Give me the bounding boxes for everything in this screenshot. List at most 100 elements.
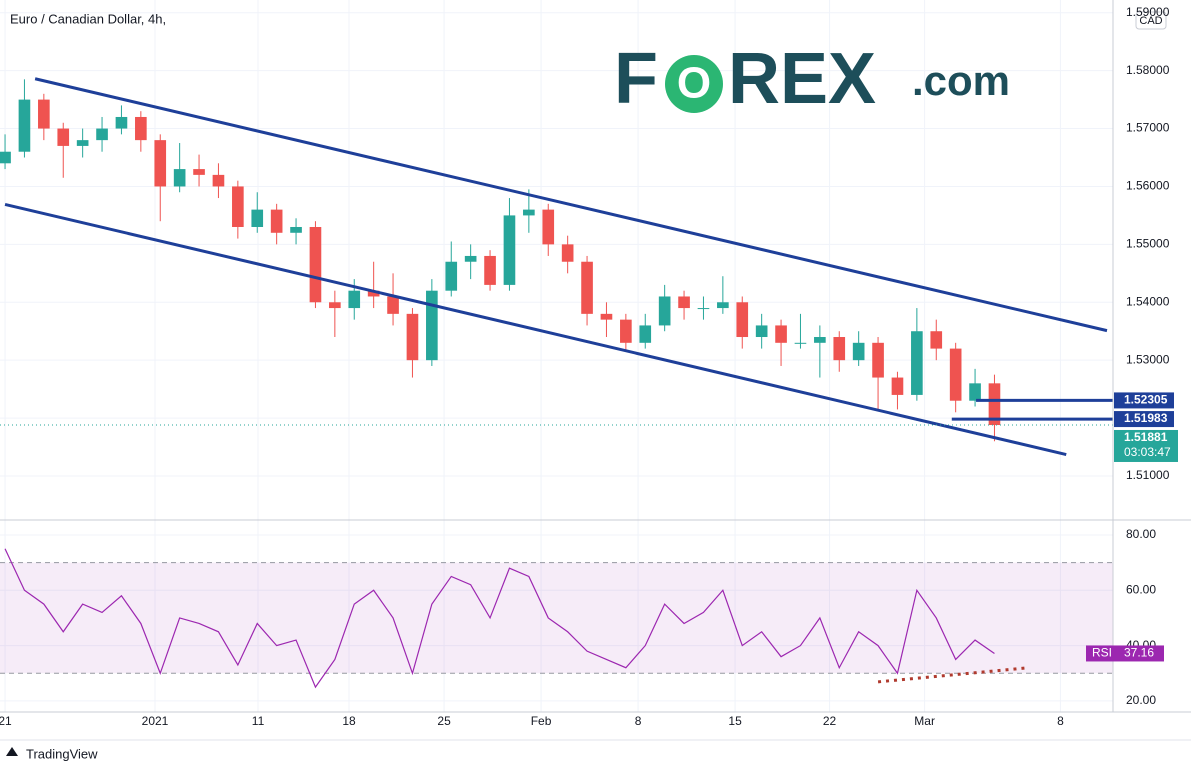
candle-body: [523, 209, 535, 216]
candle-body: [872, 342, 884, 378]
candle-body: [464, 255, 477, 262]
y-tick-label: 1.58000: [1126, 63, 1170, 77]
currency-label: CAD: [1139, 15, 1162, 27]
x-tick-label: 2021: [142, 714, 169, 728]
y-tick-label: 1.55000: [1126, 237, 1170, 251]
level-label: 1.52305: [1124, 393, 1168, 407]
logo-part: REX: [728, 39, 876, 119]
logo-part: F: [614, 39, 658, 119]
candle-body: [852, 342, 865, 361]
x-tick-label: 18: [342, 714, 356, 728]
y-tick-label: 1.59000: [1126, 5, 1170, 19]
y-tick-label: 1.54000: [1126, 294, 1170, 308]
candle-body: [658, 296, 671, 326]
candle-body: [193, 169, 205, 175]
candle-body: [38, 99, 50, 129]
candle-body: [76, 140, 89, 146]
grid: [0, 0, 1113, 712]
labels: 212021111825Feb81522Mar81.510001.520001.…: [0, 5, 1178, 728]
candle-body: [251, 209, 264, 227]
level-label-box: [1114, 392, 1174, 409]
x-tick-label: 21: [0, 714, 12, 728]
footer-icon: [6, 747, 18, 756]
candle-body: [348, 290, 361, 309]
candle-body: [833, 337, 846, 361]
candle-body: [678, 296, 690, 309]
candle-body: [309, 226, 322, 303]
logo-part: .com: [912, 57, 1010, 104]
candle-body: [930, 331, 943, 349]
x-tick-label: 15: [728, 714, 742, 728]
currency-box: [1135, 11, 1167, 30]
candle-body: [717, 302, 729, 309]
candle-body: [18, 99, 31, 152]
level-label: 1.51983: [1124, 411, 1168, 425]
divergence-line: [877, 666, 1026, 684]
candle-body: [96, 128, 108, 141]
x-tick-label: 25: [437, 714, 451, 728]
y-tick-label: 1.56000: [1126, 179, 1170, 193]
candle-body: [988, 383, 1001, 426]
candle-body: [115, 116, 128, 129]
candle-body: [794, 342, 807, 344]
candle-body: [600, 313, 613, 320]
candle-body: [367, 290, 380, 297]
y-tick-label: 1.57000: [1126, 121, 1170, 135]
candle-body: [135, 116, 147, 141]
countdown-label: 03:03:47: [1124, 445, 1171, 459]
candle-body: [814, 337, 826, 343]
candle-body: [290, 226, 302, 233]
x-tick-label: 22: [823, 714, 837, 728]
last-price-label: 1.51881: [1124, 430, 1168, 444]
candle-body: [911, 331, 923, 395]
chart-title: Euro / Canadian Dollar, 4h,: [10, 11, 166, 26]
candle-body: [542, 209, 555, 245]
candle-body: [57, 128, 70, 146]
rsi-value-box: [1086, 645, 1164, 662]
candle-body: [484, 255, 496, 285]
candle-body: [154, 140, 167, 187]
last-price-box: [1114, 429, 1178, 462]
candle-body: [329, 302, 341, 309]
rsi-line: [4, 548, 995, 689]
candle-body: [426, 290, 438, 361]
candle-body: [891, 377, 904, 395]
candle-body: [387, 296, 399, 314]
y-tick-label: 20.00: [1126, 693, 1156, 707]
candle-body: [969, 383, 981, 401]
candle-body: [232, 186, 244, 227]
candle-body: [736, 302, 749, 338]
x-tick-label: Mar: [914, 714, 935, 728]
candle-body: [581, 261, 593, 314]
x-tick-label: Feb: [531, 714, 552, 728]
y-tick-label: 80.00: [1126, 527, 1156, 541]
candle-body: [173, 169, 186, 187]
candle-body: [406, 313, 419, 361]
candle-body: [212, 174, 225, 187]
x-tick-label: 8: [1057, 714, 1064, 728]
marks: [0, 77, 1113, 689]
candle-body: [639, 325, 652, 343]
level-label-box: [1114, 411, 1174, 428]
x-tick-label: 8: [635, 714, 642, 728]
logo-part: O: [677, 59, 711, 108]
candle-body: [503, 215, 516, 285]
channel-line: [34, 77, 1108, 333]
candle-body: [270, 209, 283, 233]
candle-body: [445, 261, 458, 291]
candle-body: [0, 151, 11, 164]
candle-body: [697, 308, 710, 310]
rsi-band: [0, 562, 1113, 674]
candle-body: [949, 348, 962, 401]
rsi-value: 37.16: [1124, 646, 1154, 660]
y-tick-label: 1.51000: [1126, 468, 1170, 482]
footer-logo: TradingView: [6, 746, 98, 761]
rsi-name: RSI: [1092, 646, 1112, 660]
candle-body: [620, 319, 632, 343]
y-tick-label: 60.00: [1126, 582, 1156, 596]
candle-body: [755, 325, 768, 338]
candle-body: [775, 325, 787, 343]
x-tick-label: 11: [252, 714, 265, 728]
footer-text: TradingView: [26, 746, 98, 761]
